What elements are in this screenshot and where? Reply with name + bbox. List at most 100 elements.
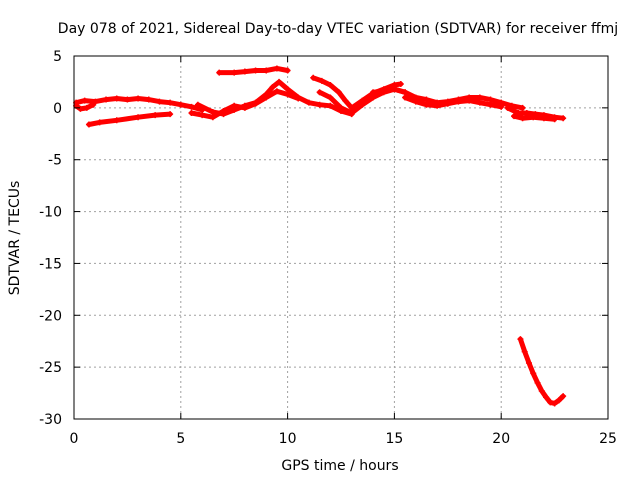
chart-title: Day 078 of 2021, Sidereal Day-to-day VTE… bbox=[58, 21, 618, 37]
data-point bbox=[77, 105, 84, 112]
data-point bbox=[476, 99, 483, 106]
series-arc-13 bbox=[517, 336, 567, 407]
data-point bbox=[156, 98, 163, 105]
data-point bbox=[145, 96, 152, 103]
data-point bbox=[194, 101, 201, 108]
data-point bbox=[188, 110, 195, 117]
y-axis-label: SDTVAR / TECUs bbox=[7, 181, 23, 296]
data-point bbox=[530, 114, 537, 121]
y-tick-label: 5 bbox=[53, 49, 62, 65]
data-point bbox=[209, 114, 216, 121]
y-tick-label: -15 bbox=[39, 256, 62, 272]
data-point bbox=[530, 370, 537, 377]
axis-ticks: 0 5 10 15 20 25 5 0 -5 -10 -15 -20 -25 -30 bbox=[39, 49, 617, 447]
data-point bbox=[540, 115, 547, 122]
data-point bbox=[521, 348, 528, 355]
data-point bbox=[167, 99, 174, 106]
series-arc-12 bbox=[511, 113, 558, 123]
data-point bbox=[547, 399, 554, 406]
y-tick-label: -25 bbox=[39, 360, 62, 376]
y-tick-label: -5 bbox=[48, 153, 62, 169]
data-point bbox=[295, 95, 302, 102]
data-point bbox=[434, 102, 441, 109]
x-tick-label: 0 bbox=[70, 431, 79, 447]
data-point bbox=[555, 397, 562, 404]
data-point bbox=[370, 89, 377, 96]
data-point bbox=[167, 111, 174, 118]
data-point bbox=[85, 121, 92, 128]
plot-frame bbox=[73, 55, 609, 420]
data-point bbox=[96, 119, 103, 126]
data-point bbox=[152, 112, 159, 119]
data-point bbox=[113, 117, 120, 124]
data-point bbox=[519, 115, 526, 122]
data-point bbox=[310, 74, 317, 81]
data-point bbox=[444, 100, 451, 107]
data-point bbox=[370, 94, 377, 101]
data-point bbox=[316, 89, 323, 96]
data-point bbox=[504, 104, 511, 111]
data-point bbox=[113, 95, 120, 102]
data-point bbox=[402, 94, 409, 101]
data-point bbox=[487, 101, 494, 108]
data-point bbox=[177, 101, 184, 108]
data-point bbox=[348, 110, 355, 117]
data-point bbox=[241, 104, 248, 111]
series-line bbox=[73, 102, 96, 112]
y-tick-label: -30 bbox=[39, 412, 62, 428]
data-point bbox=[199, 112, 206, 119]
data-point bbox=[551, 400, 558, 407]
data-point bbox=[188, 103, 195, 110]
x-axis-label: GPS time / hours bbox=[281, 458, 398, 474]
data-point bbox=[534, 379, 541, 386]
data-point bbox=[284, 67, 291, 74]
data-point bbox=[135, 95, 142, 102]
data-point bbox=[423, 101, 430, 108]
x-tick-label: 10 bbox=[279, 431, 297, 447]
data-point bbox=[241, 68, 248, 75]
data-point bbox=[412, 98, 419, 105]
data-point bbox=[318, 77, 325, 84]
data-point bbox=[476, 94, 483, 101]
data-point bbox=[455, 98, 462, 105]
data-point bbox=[124, 96, 131, 103]
data-point bbox=[284, 91, 291, 98]
series-arc-5 bbox=[188, 88, 302, 121]
data-point bbox=[519, 104, 526, 111]
data-point bbox=[342, 97, 349, 104]
data-point bbox=[231, 69, 238, 76]
data-point bbox=[273, 88, 280, 95]
data-point bbox=[560, 393, 567, 400]
data-point bbox=[209, 109, 216, 116]
data-point bbox=[231, 102, 238, 109]
x-tick-label: 5 bbox=[176, 431, 185, 447]
data-point bbox=[517, 336, 524, 343]
data-point bbox=[511, 113, 518, 120]
data-point bbox=[252, 67, 259, 74]
data-point bbox=[103, 96, 110, 103]
series-line bbox=[195, 79, 355, 117]
data-point bbox=[216, 69, 223, 76]
x-tick-label: 25 bbox=[599, 431, 617, 447]
data-point bbox=[498, 103, 505, 110]
data-point bbox=[263, 94, 270, 101]
data-series bbox=[73, 65, 567, 407]
series-arc-6 bbox=[216, 65, 291, 76]
data-point bbox=[284, 86, 291, 93]
series-line bbox=[402, 95, 504, 110]
data-point bbox=[269, 84, 276, 91]
data-point bbox=[273, 65, 280, 72]
data-point bbox=[220, 107, 227, 114]
data-point bbox=[263, 67, 270, 74]
data-point bbox=[487, 96, 494, 103]
data-point bbox=[397, 81, 404, 88]
data-point bbox=[335, 89, 342, 96]
series-arc-3 bbox=[85, 111, 174, 128]
x-tick-label: 15 bbox=[385, 431, 403, 447]
data-point bbox=[538, 387, 545, 394]
data-point bbox=[338, 104, 344, 111]
data-point bbox=[391, 86, 398, 93]
data-point bbox=[305, 99, 312, 106]
data-point bbox=[252, 100, 259, 107]
